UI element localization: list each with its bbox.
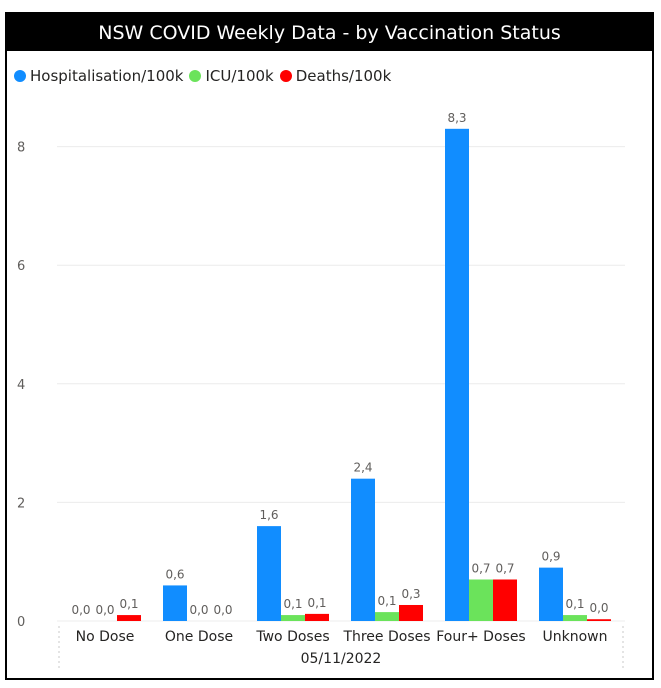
bar[interactable] xyxy=(305,613,329,621)
bar[interactable] xyxy=(469,579,493,621)
data-label: 0,1 xyxy=(283,597,302,611)
legend-marker-deaths xyxy=(279,70,292,82)
data-label: 0,0 xyxy=(589,601,608,615)
y-tick-label: 8 xyxy=(17,141,25,156)
legend[interactable]: Hospitalisation/100k ICU/100k Deaths/100… xyxy=(14,65,397,87)
x-tick-label: Three Doses xyxy=(342,629,430,645)
data-label: 0,1 xyxy=(377,594,396,608)
x-axis-title: 05/11/2022 xyxy=(301,651,382,667)
bar[interactable] xyxy=(563,615,587,621)
data-label: 0,1 xyxy=(307,596,326,610)
data-label: 0,0 xyxy=(71,603,90,617)
data-label: 2,4 xyxy=(353,461,372,475)
y-tick-label: 4 xyxy=(17,378,25,393)
legend-label-hospitalisation: Hospitalisation/100k xyxy=(30,67,184,85)
legend-item-icu[interactable]: ICU/100k xyxy=(189,67,274,85)
bar[interactable] xyxy=(399,604,423,621)
x-tick-label: Unknown xyxy=(543,629,608,645)
data-label: 0,6 xyxy=(165,567,184,581)
legend-marker-hospitalisation xyxy=(14,70,26,82)
data-label: 0,0 xyxy=(213,603,232,617)
bar[interactable] xyxy=(587,619,611,621)
legend-item-hospitalisation[interactable]: Hospitalisation/100k xyxy=(14,67,183,85)
y-tick-label: 6 xyxy=(17,259,25,274)
data-label: 0,0 xyxy=(189,603,208,617)
bar[interactable] xyxy=(375,612,399,621)
bar[interactable] xyxy=(117,615,141,621)
data-label: 0,9 xyxy=(541,550,560,564)
bar[interactable] xyxy=(163,585,187,621)
bar[interactable] xyxy=(257,526,281,621)
data-label: 0,7 xyxy=(471,561,490,575)
data-label: 0,1 xyxy=(565,597,584,611)
bar[interactable] xyxy=(351,478,375,621)
data-label: 0,1 xyxy=(119,597,138,611)
x-tick-label: Four+ Doses xyxy=(436,629,525,645)
data-label: 1,6 xyxy=(259,508,278,522)
legend-marker-icu xyxy=(189,70,202,82)
data-label: 0,3 xyxy=(401,587,420,601)
data-label: 8,3 xyxy=(447,111,466,125)
legend-label-icu: ICU/100k xyxy=(205,67,274,85)
x-tick-label: One Dose xyxy=(165,629,233,645)
x-tick-label: Two Doses xyxy=(255,629,329,645)
chart-frame: NSW COVID Weekly Data - by Vaccination S… xyxy=(5,12,654,680)
y-tick-label: 2 xyxy=(17,496,25,511)
bar[interactable] xyxy=(445,128,469,621)
y-tick-label: 0 xyxy=(17,615,25,630)
bar[interactable] xyxy=(493,579,517,621)
legend-item-deaths[interactable]: Deaths/100k xyxy=(279,67,392,85)
chart-title: NSW COVID Weekly Data - by Vaccination S… xyxy=(7,14,652,51)
data-label: 0,0 xyxy=(95,603,114,617)
bar-chart: 0 2 4 6 8 0,0 0,0 0,1 No Dose 0,6 0,0 0,0 One Dose 1,… xyxy=(17,111,625,668)
bar[interactable] xyxy=(281,615,305,621)
legend-label-deaths: Deaths/100k xyxy=(295,67,392,85)
x-tick-label: No Dose xyxy=(76,629,135,645)
bar[interactable] xyxy=(539,567,563,621)
data-label: 0,7 xyxy=(495,561,514,575)
